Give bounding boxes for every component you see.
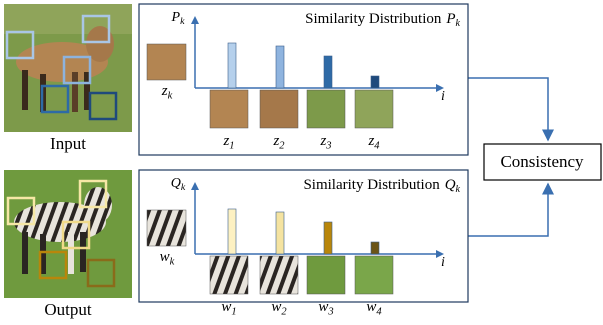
patch-label-sub: 1 [231,307,236,318]
patch-label-base: w [366,299,376,315]
anchor-patch [147,44,186,80]
patch-label-base: w [221,299,231,315]
figure: Input Output Consistency iPkSimilarity D… [0,0,603,325]
patch-image [210,256,248,294]
patch-label-sub: 1 [229,141,234,152]
anchor-label-base: w [160,249,170,265]
similarity-bar [371,242,379,254]
panel-title-text: Similarity Distribution [305,11,442,27]
x-axis-label: i [441,89,445,104]
anchor-patch [147,210,186,246]
patch-image [210,90,248,128]
patch-image [355,90,393,128]
patch-image [307,256,345,294]
patch-image [260,90,298,128]
output-image [4,170,132,298]
patch-label-sub: 4 [374,141,380,152]
arrow [468,184,548,236]
patch-image [355,256,393,294]
panel-title-text: Similarity Distribution [303,177,440,193]
similarity-bar [371,76,379,88]
y-axis-label-sub: k [180,16,185,27]
panel-title-symbol: Q [445,177,456,193]
y-axis-label-base: P [171,10,181,25]
similarity-bar [324,222,332,254]
patch-image [260,256,298,294]
patch-label-sub: 3 [325,141,331,152]
similarity-bar [228,43,236,88]
patch-label-base: w [271,299,281,315]
patch-label-sub: 2 [279,141,285,152]
patch-label-sub: 4 [376,307,382,318]
patch-label-base: w [318,299,328,315]
x-axis-label: i [441,255,445,270]
patch-image [307,90,345,128]
panel-title-symbol: P [445,11,455,27]
arrow [468,78,548,140]
patch-label-sub: 2 [281,307,287,318]
input-label: Input [50,134,86,153]
anchor-label-sub: k [170,257,175,268]
panel-title-sub: k [456,18,461,29]
consistency-label: Consistency [500,152,584,171]
panel-title-sub: k [456,184,461,195]
similarity-bar [324,56,332,88]
input-image [4,4,132,132]
similarity-bar [276,212,284,254]
y-axis-label-base: Q [171,176,181,191]
anchor-label-sub: k [168,91,173,102]
output-label: Output [44,300,92,319]
panel-title: Similarity Distribution Qk [303,177,460,195]
patch-label-sub: 3 [327,307,333,318]
similarity-bar [228,209,236,254]
similarity-bar [276,46,284,88]
y-axis-label-sub: k [181,182,186,193]
